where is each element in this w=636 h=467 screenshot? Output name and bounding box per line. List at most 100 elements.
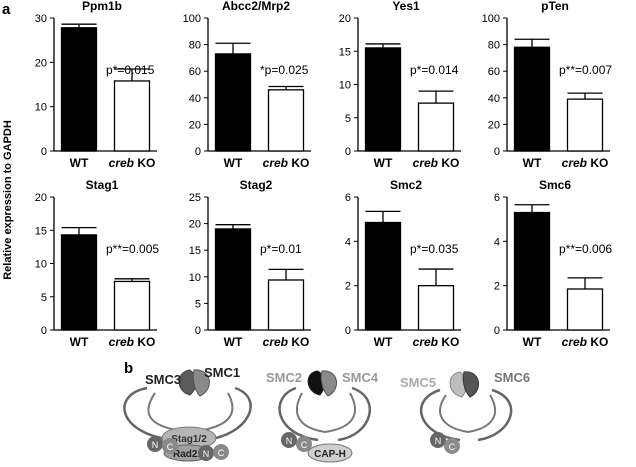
y-tick-label: 60 xyxy=(189,66,201,78)
x-tick-label-creb-ko: creb KO xyxy=(562,156,609,170)
gene-italic: creb xyxy=(413,156,442,170)
p-value-annotation: p**=0.006 xyxy=(559,242,612,256)
y-tick-label: 10 xyxy=(35,259,47,271)
y-tick-label: 0 xyxy=(195,325,201,337)
smc56-c-head xyxy=(444,438,460,454)
condensin-ring-left xyxy=(278,386,319,442)
y-tick-label: 20 xyxy=(35,192,47,204)
y-tick-label: 80 xyxy=(189,40,201,52)
bar-creb-ko xyxy=(566,288,604,331)
ko-suffix: KO xyxy=(291,156,309,170)
bar-creb-ko xyxy=(267,89,305,152)
chart-3: Yes1 0 5 10 15 20 WT creb KO p*=0.014 xyxy=(339,0,461,170)
bar-wt xyxy=(513,46,551,152)
chart-title: Smc2 xyxy=(390,178,422,192)
y-tick-label: 15 xyxy=(189,245,201,257)
y-tick-label: 20 xyxy=(339,13,351,25)
x-tick-label-creb-ko: creb KO xyxy=(413,156,460,170)
y-tick-label: 6 xyxy=(345,192,351,204)
bar-creb-ko xyxy=(267,279,305,331)
y-tick-label: 100 xyxy=(183,13,201,25)
x-tick-label-wt: WT xyxy=(224,156,243,170)
c-terminus-label: C xyxy=(301,440,308,450)
bar-creb-ko xyxy=(566,98,604,152)
c-terminus-label: C xyxy=(167,442,174,452)
chart-title: Stag2 xyxy=(240,178,273,192)
y-tick-label: 0 xyxy=(345,325,351,337)
bar-wt xyxy=(364,47,402,152)
y-tick-label: 10 xyxy=(35,102,47,114)
y-tick-label: 20 xyxy=(488,119,500,131)
ko-suffix: KO xyxy=(137,335,155,349)
cohesin-n-head-left xyxy=(147,436,163,452)
p-value-annotation: p*=0.014 xyxy=(410,63,459,77)
gene-italic: creb xyxy=(263,156,292,170)
x-tick-label-wt: WT xyxy=(374,156,393,170)
x-tick-label-wt: WT xyxy=(70,335,89,349)
n-terminus-label: N xyxy=(435,436,442,446)
x-tick-label-wt: WT xyxy=(224,335,243,349)
ko-suffix: KO xyxy=(441,335,459,349)
smc6-hinge xyxy=(462,371,479,398)
y-tick-label: 0 xyxy=(195,146,201,158)
bar-wt xyxy=(364,221,402,331)
chart-title: Stag1 xyxy=(86,178,119,192)
bar-creb-ko xyxy=(113,80,151,152)
condensin-n-head xyxy=(281,432,297,448)
chart-title: Abcc2/Mrp2 xyxy=(222,0,290,13)
bar-creb-ko xyxy=(113,280,151,331)
y-tick-label: 20 xyxy=(35,57,47,69)
y-tick-label: 60 xyxy=(488,66,500,78)
cohesin-ring-right xyxy=(204,386,252,442)
p-value-annotation: p**=0.005 xyxy=(106,242,159,256)
ko-suffix: KO xyxy=(590,156,608,170)
ko-suffix: KO xyxy=(590,335,608,349)
y-tick-label: 0 xyxy=(41,146,47,158)
x-tick-label-creb-ko: creb KO xyxy=(263,156,310,170)
ko-suffix: KO xyxy=(441,156,459,170)
gene-italic: creb xyxy=(413,335,442,349)
chart-1: Ppm1b 0 10 20 30 WT creb KO p*=0.015 xyxy=(35,0,157,170)
smc56-ring-left xyxy=(420,388,461,442)
c-terminus-label: C xyxy=(449,442,456,452)
bar-wt xyxy=(214,53,252,152)
chart-2: Abcc2/Mrp2 0 20 40 60 80 100 WT creb KO *p=0.025 xyxy=(183,0,311,170)
chart-6: Stag2 0 5 10 15 20 25 WT creb KO p*=0.01 xyxy=(189,178,311,349)
p-value-annotation: p**=0.007 xyxy=(559,63,612,77)
bar-wt xyxy=(214,228,252,331)
smc56-smc5-label: SMC5 xyxy=(400,375,436,390)
p-value-annotation: *p=0.025 xyxy=(260,63,309,77)
y-tick-label: 5 xyxy=(345,113,351,125)
stag-label: Stag1/2 xyxy=(171,434,207,445)
x-tick-label-wt: WT xyxy=(374,335,393,349)
y-tick-label: 4 xyxy=(345,236,351,248)
n-terminus-label: N xyxy=(152,440,159,450)
x-tick-label-wt: WT xyxy=(523,156,542,170)
y-tick-label: 15 xyxy=(35,225,47,237)
y-tick-label: 30 xyxy=(35,13,47,25)
y-tick-label: 2 xyxy=(494,281,500,293)
p-value-annotation: p*=0.035 xyxy=(410,242,459,256)
gene-italic: creb xyxy=(562,156,591,170)
y-tick-label: 0 xyxy=(345,146,351,158)
chart-8: Smc6 0 2 4 6 WT creb KO p**=0.006 xyxy=(494,178,613,349)
y-tick-label: 10 xyxy=(189,272,201,284)
condensin-ring-right xyxy=(337,386,371,442)
p-value-annotation: p*=0.015 xyxy=(106,63,155,77)
chart-title: Smc6 xyxy=(539,178,571,192)
gene-italic: creb xyxy=(109,156,138,170)
smc56-smc6-label: SMC6 xyxy=(494,370,530,385)
y-tick-label: 40 xyxy=(189,93,201,105)
c-terminus-label: C xyxy=(218,448,225,458)
y-tick-label: 4 xyxy=(494,236,500,248)
chart-5: Stag1 0 5 10 15 20 WT creb KO p**=0.005 xyxy=(35,178,160,349)
condensin-ring-inner xyxy=(296,392,356,434)
condensin-c-head xyxy=(296,436,312,452)
smc56-ring-inner xyxy=(439,394,496,434)
x-tick-label-creb-ko: creb KO xyxy=(109,335,156,349)
gene-italic: creb xyxy=(562,335,591,349)
x-tick-label-creb-ko: creb KO xyxy=(263,335,310,349)
y-tick-label: 80 xyxy=(488,40,500,52)
